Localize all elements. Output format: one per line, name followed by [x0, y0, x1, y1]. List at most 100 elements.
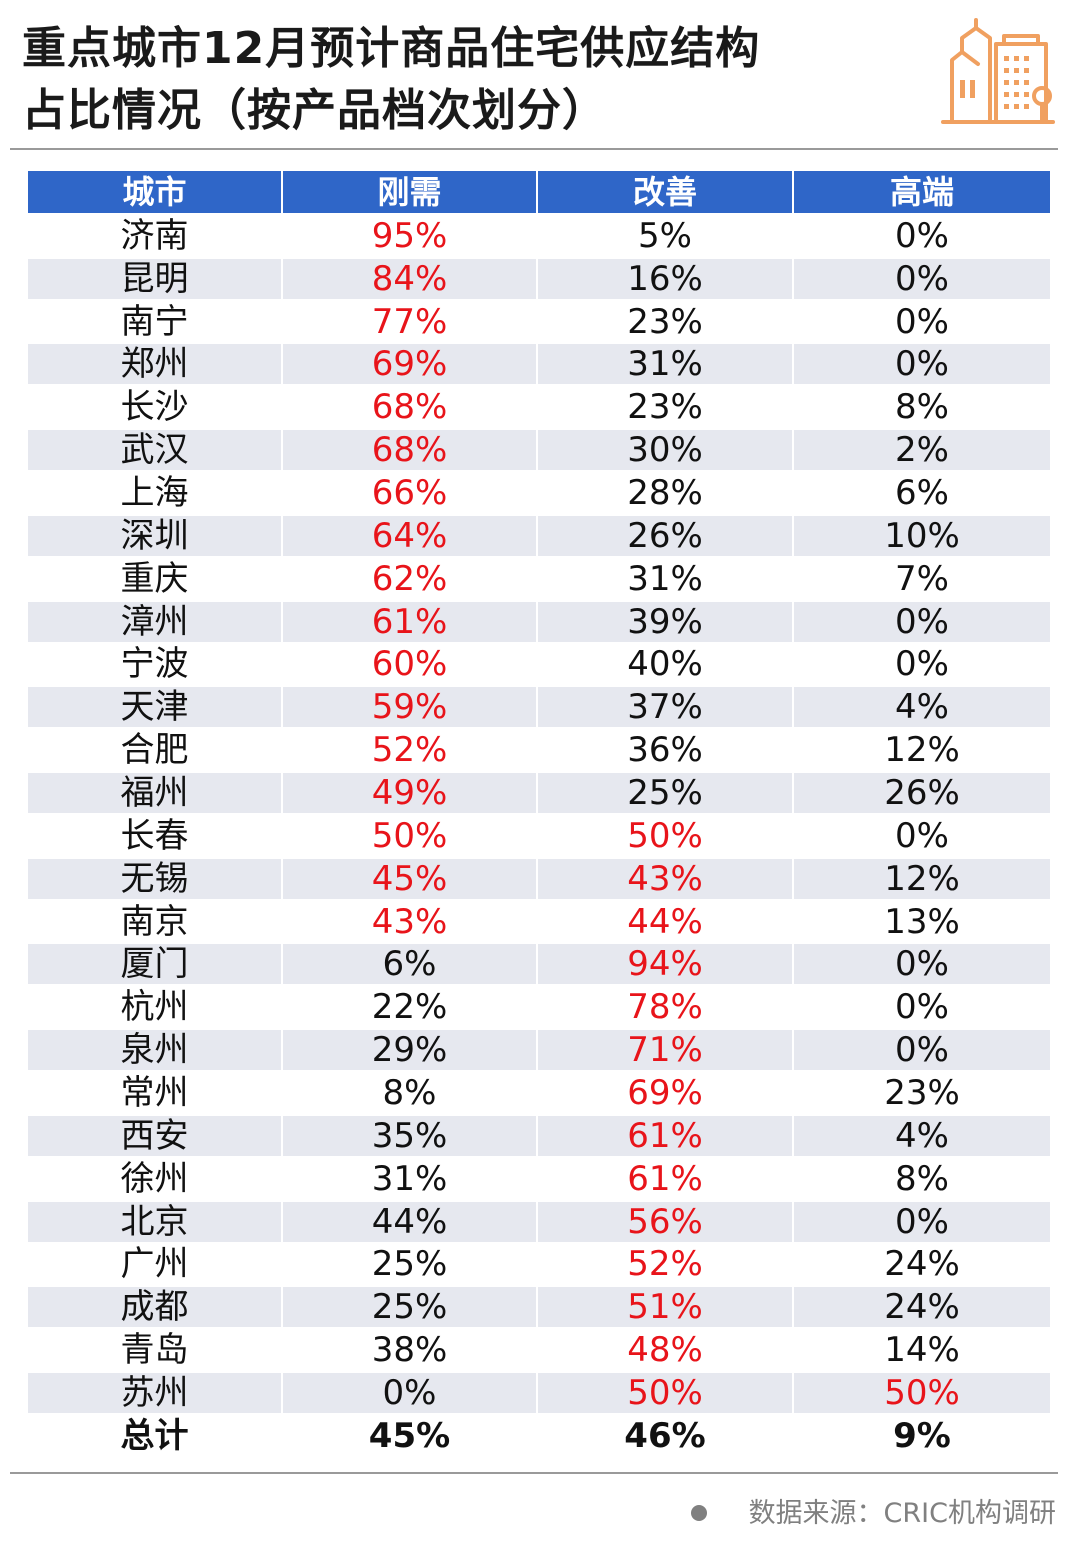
table-row: 深圳 64% 26% 10% [28, 515, 1050, 556]
city-cell: 成都 [28, 1287, 283, 1328]
table-row: 福州 49% 25% 26% [28, 773, 1050, 814]
rigid-demand-cell: 6% [283, 944, 538, 985]
table-row: 徐州 31% 61% 8% [28, 1158, 1050, 1199]
city-cell: 合肥 [28, 730, 283, 771]
high-end-cell: 0% [794, 601, 1050, 642]
high-end-cell: 10% [794, 515, 1050, 556]
improvement-cell: 23% [538, 387, 794, 428]
improvement-cell: 37% [538, 687, 794, 728]
rigid-demand-cell: 45% [283, 858, 538, 899]
high-end-cell: 0% [794, 987, 1050, 1028]
city-cell: 南京 [28, 901, 283, 942]
rigid-demand-cell: 69% [283, 344, 538, 385]
table-header-row: 城市 刚需 改善 高端 [28, 171, 1050, 213]
city-cell: 武汉 [28, 430, 283, 471]
high-end-cell: 2% [794, 430, 1050, 471]
improvement-cell: 61% [538, 1115, 794, 1156]
rigid-demand-cell: 38% [283, 1330, 538, 1371]
column-header-rigid-demand: 刚需 [283, 171, 538, 213]
improvement-cell: 26% [538, 515, 794, 556]
high-end-cell: 0% [794, 301, 1050, 342]
table-row: 天津 59% 37% 4% [28, 687, 1050, 728]
improvement-cell: 51% [538, 1287, 794, 1328]
improvement-cell: 56% [538, 1201, 794, 1242]
high-end-cell: 24% [794, 1244, 1050, 1285]
table-total-row: 总计 45% 46% 9% [28, 1415, 1050, 1456]
bullet-icon [690, 1504, 707, 1521]
city-cell: 南宁 [28, 301, 283, 342]
improvement-cell: 16% [538, 258, 794, 299]
improvement-cell: 31% [538, 344, 794, 385]
improvement-cell: 5% [538, 215, 794, 256]
improvement-cell: 30% [538, 430, 794, 471]
city-cell: 苏州 [28, 1373, 283, 1414]
city-cell: 徐州 [28, 1158, 283, 1199]
improvement-cell: 69% [538, 1073, 794, 1114]
table-row: 武汉 68% 30% 2% [28, 430, 1050, 471]
table-row: 济南 95% 5% 0% [28, 215, 1050, 256]
table-row: 漳州 61% 39% 0% [28, 601, 1050, 642]
high-end-cell: 0% [794, 944, 1050, 985]
high-end-cell: 0% [794, 215, 1050, 256]
high-end-cell: 0% [794, 644, 1050, 685]
improvement-cell: 50% [538, 815, 794, 856]
high-end-cell: 8% [794, 387, 1050, 428]
improvement-cell: 61% [538, 1158, 794, 1199]
high-end-cell: 12% [794, 730, 1050, 771]
improvement-cell: 46% [538, 1415, 794, 1456]
improvement-cell: 44% [538, 901, 794, 942]
total-label-cell: 总计 [28, 1415, 283, 1456]
city-cell: 西安 [28, 1115, 283, 1156]
improvement-cell: 50% [538, 1373, 794, 1414]
city-cell: 宁波 [28, 644, 283, 685]
improvement-cell: 52% [538, 1244, 794, 1285]
title-divider [10, 148, 1058, 150]
improvement-cell: 31% [538, 558, 794, 599]
city-cell: 常州 [28, 1073, 283, 1114]
rigid-demand-cell: 35% [283, 1115, 538, 1156]
chart-title-line-2: 占比情况（按产品档次划分） [22, 85, 607, 136]
city-cell: 长沙 [28, 387, 283, 428]
high-end-cell: 26% [794, 773, 1050, 814]
city-cell: 厦门 [28, 944, 283, 985]
data-source: 数据来源：CRIC机构调研 [690, 1496, 1056, 1532]
improvement-cell: 48% [538, 1330, 794, 1371]
footer-divider [10, 1472, 1058, 1474]
high-end-cell: 0% [794, 1030, 1050, 1071]
rigid-demand-cell: 49% [283, 773, 538, 814]
column-header-high-end: 高端 [794, 171, 1050, 213]
table-row: 杭州 22% 78% 0% [28, 987, 1050, 1028]
city-cell: 青岛 [28, 1330, 283, 1371]
table-row: 长沙 68% 23% 8% [28, 387, 1050, 428]
table-row: 昆明 84% 16% 0% [28, 258, 1050, 299]
table-row: 北京 44% 56% 0% [28, 1201, 1050, 1242]
rigid-demand-cell: 52% [283, 730, 538, 771]
rigid-demand-cell: 22% [283, 987, 538, 1028]
rigid-demand-cell: 45% [283, 1415, 538, 1456]
table-row: 西安 35% 61% 4% [28, 1115, 1050, 1156]
rigid-demand-cell: 0% [283, 1373, 538, 1414]
rigid-demand-cell: 8% [283, 1073, 538, 1114]
rigid-demand-cell: 60% [283, 644, 538, 685]
rigid-demand-cell: 84% [283, 258, 538, 299]
rigid-demand-cell: 25% [283, 1244, 538, 1285]
rigid-demand-cell: 68% [283, 387, 538, 428]
table-row: 上海 66% 28% 6% [28, 473, 1050, 514]
rigid-demand-cell: 64% [283, 515, 538, 556]
high-end-cell: 12% [794, 858, 1050, 899]
table-row: 青岛 38% 48% 14% [28, 1330, 1050, 1371]
high-end-cell: 14% [794, 1330, 1050, 1371]
rigid-demand-cell: 44% [283, 1201, 538, 1242]
rigid-demand-cell: 61% [283, 601, 538, 642]
table-body: 济南 95% 5% 0% 昆明 84% 16% 0% 南宁 77% 23% 0% 郑州 69% 31% 0% 长… [28, 215, 1050, 1456]
source-text: 数据来源：CRIC机构调研 [748, 1498, 1056, 1529]
improvement-cell: 36% [538, 730, 794, 771]
rigid-demand-cell: 25% [283, 1287, 538, 1328]
city-cell: 济南 [28, 215, 283, 256]
improvement-cell: 78% [538, 987, 794, 1028]
high-end-cell: 50% [794, 1373, 1050, 1414]
high-end-cell: 24% [794, 1287, 1050, 1328]
rigid-demand-cell: 31% [283, 1158, 538, 1199]
rigid-demand-cell: 62% [283, 558, 538, 599]
high-end-cell: 0% [794, 815, 1050, 856]
